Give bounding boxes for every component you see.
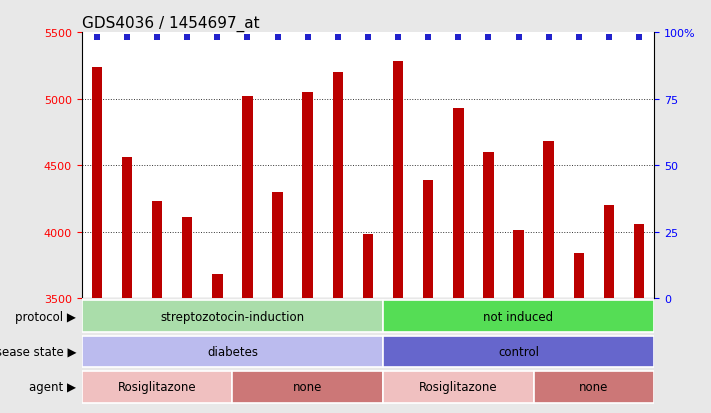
Text: disease state ▶: disease state ▶: [0, 345, 76, 358]
Text: GDS4036 / 1454697_at: GDS4036 / 1454697_at: [82, 16, 260, 32]
Bar: [242, 97, 252, 299]
Bar: [423, 180, 434, 299]
Bar: [333, 73, 343, 299]
Point: [272, 35, 283, 42]
Bar: [513, 231, 524, 299]
Point: [362, 35, 374, 42]
Point: [181, 35, 193, 42]
Bar: [212, 275, 223, 299]
Bar: [543, 142, 554, 299]
Bar: [82, 371, 232, 403]
Text: not induced: not induced: [483, 310, 554, 323]
Point: [453, 35, 464, 42]
Bar: [453, 109, 464, 299]
Text: none: none: [293, 380, 322, 394]
Point: [332, 35, 343, 42]
Point: [151, 35, 163, 42]
Text: agent ▶: agent ▶: [29, 380, 76, 394]
Text: control: control: [498, 345, 539, 358]
Text: diabetes: diabetes: [207, 345, 258, 358]
Bar: [182, 218, 193, 299]
Bar: [152, 202, 162, 299]
Point: [573, 35, 584, 42]
Bar: [232, 371, 383, 403]
Point: [242, 35, 253, 42]
Bar: [272, 192, 283, 299]
Bar: [383, 371, 534, 403]
Bar: [534, 371, 654, 403]
Bar: [483, 152, 493, 299]
Text: Rosiglitazone: Rosiglitazone: [419, 380, 498, 394]
Text: none: none: [579, 380, 609, 394]
Bar: [634, 224, 644, 299]
Bar: [363, 235, 373, 299]
Bar: [92, 68, 102, 299]
Text: protocol ▶: protocol ▶: [15, 310, 76, 323]
Point: [91, 35, 102, 42]
Point: [302, 35, 314, 42]
Text: streptozotocin-induction: streptozotocin-induction: [160, 310, 304, 323]
Bar: [574, 254, 584, 299]
Bar: [392, 62, 403, 299]
Bar: [383, 300, 654, 332]
Bar: [122, 158, 132, 299]
Bar: [82, 300, 383, 332]
Bar: [82, 336, 383, 368]
Bar: [383, 336, 654, 368]
Point: [603, 35, 614, 42]
Point: [212, 35, 223, 42]
Point: [634, 35, 645, 42]
Text: Rosiglitazone: Rosiglitazone: [118, 380, 196, 394]
Bar: [302, 93, 313, 299]
Point: [483, 35, 494, 42]
Point: [543, 35, 555, 42]
Point: [122, 35, 133, 42]
Point: [392, 35, 404, 42]
Bar: [604, 206, 614, 299]
Point: [513, 35, 524, 42]
Point: [422, 35, 434, 42]
